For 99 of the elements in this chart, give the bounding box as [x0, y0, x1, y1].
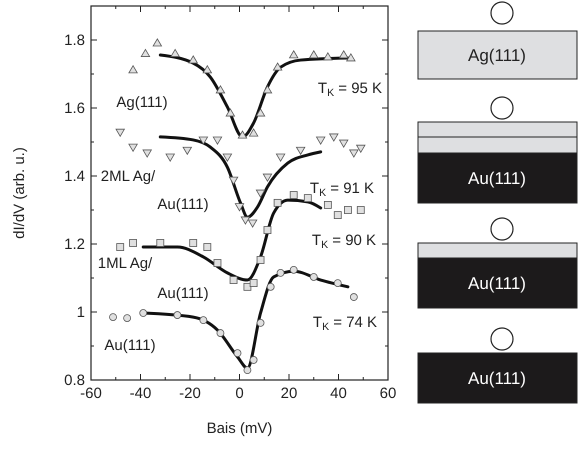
- point: [152, 38, 162, 46]
- point: [230, 276, 238, 284]
- point: [203, 243, 212, 251]
- point: [262, 85, 272, 94]
- point: [339, 50, 348, 58]
- point: [212, 136, 222, 145]
- point: [198, 136, 208, 145]
- point: [123, 314, 132, 322]
- point: [170, 49, 180, 57]
- point: [310, 273, 318, 281]
- point: [344, 206, 352, 214]
- y-tick-label: 1.4: [64, 168, 85, 185]
- point: [334, 279, 342, 287]
- layer-stack-diagram: Ag(111): [418, 1, 578, 80]
- point: [290, 266, 298, 274]
- point: [249, 128, 258, 136]
- point: [109, 313, 117, 321]
- point: [274, 198, 282, 207]
- point: [182, 146, 192, 155]
- point: [116, 128, 125, 137]
- point: [256, 108, 266, 116]
- annotation: T$_{K}$ = 95 K: [318, 80, 382, 99]
- point: [234, 203, 244, 212]
- point: [166, 154, 175, 162]
- point: [324, 201, 332, 209]
- annotation: 1ML Ag/: [98, 255, 154, 272]
- x-tick-label: -40: [130, 385, 152, 402]
- point: [250, 356, 258, 364]
- y-axis-title: dI/dV (arb. u.): [11, 147, 28, 239]
- point: [216, 329, 224, 337]
- annotation: 2ML Ag/: [100, 168, 156, 185]
- point: [346, 53, 356, 62]
- point: [128, 65, 138, 74]
- point: [356, 206, 365, 214]
- point: [142, 150, 152, 158]
- point: [256, 318, 264, 327]
- point: [316, 136, 326, 145]
- point: [188, 55, 198, 64]
- point: [289, 50, 298, 58]
- x-tick-label: 40: [330, 385, 347, 402]
- x-tick-label: 20: [280, 385, 298, 402]
- point: [329, 134, 338, 142]
- y-tick-label: 1.6: [64, 100, 85, 117]
- point: [248, 220, 258, 228]
- point: [226, 108, 235, 116]
- annotation: Au(111): [157, 196, 209, 213]
- layer-stack-diagram: Au(111): [418, 96, 578, 204]
- point: [199, 316, 208, 324]
- annotation: T$_{K}$ = 90 K: [312, 232, 376, 251]
- annotation: Ag(111): [116, 94, 168, 111]
- point: [290, 191, 298, 199]
- y-tick-label: 1.2: [64, 236, 85, 253]
- point: [173, 311, 182, 319]
- point: [273, 62, 282, 71]
- annotation: T$_{K}$ = 74 K: [312, 314, 378, 333]
- point: [116, 243, 124, 251]
- point: [339, 140, 348, 148]
- x-tick-label: 60: [380, 385, 396, 402]
- point: [296, 146, 306, 155]
- point: [266, 282, 275, 291]
- point: [256, 256, 264, 264]
- x-tick-label: -20: [179, 385, 201, 402]
- point: [356, 144, 366, 153]
- point: [216, 85, 226, 94]
- annotation: Au(111): [157, 285, 209, 302]
- point: [323, 52, 332, 60]
- x-axis-title: Bais (mV): [206, 420, 272, 437]
- point: [250, 279, 258, 287]
- point: [350, 293, 358, 301]
- y-tick-label: 1.8: [64, 32, 85, 49]
- point: [228, 176, 238, 185]
- layer-stack-diagram: Au(111): [418, 327, 578, 404]
- point: [139, 309, 148, 317]
- point: [262, 174, 272, 182]
- point: [309, 50, 318, 58]
- point: [256, 190, 266, 198]
- point: [222, 154, 232, 162]
- annotation: T$_{K}$ = 91 K: [310, 180, 374, 199]
- point: [156, 239, 164, 247]
- point: [334, 211, 342, 219]
- annotation: Au(111): [104, 337, 156, 354]
- point: [202, 65, 212, 74]
- point: [129, 239, 137, 247]
- y-tick-label: 1: [76, 304, 85, 321]
- layer-stack-diagram: Au(111): [418, 217, 578, 308]
- point: [244, 366, 252, 374]
- point: [238, 130, 248, 139]
- point: [189, 239, 198, 247]
- point: [276, 154, 286, 162]
- point: [128, 144, 138, 152]
- point: [349, 150, 358, 158]
- point: [234, 349, 242, 358]
- x-tick-label: 0: [235, 385, 244, 402]
- point: [276, 269, 284, 277]
- point: [304, 194, 312, 202]
- point: [214, 259, 222, 267]
- point: [240, 216, 250, 224]
- point: [264, 226, 272, 234]
- point: [140, 49, 150, 57]
